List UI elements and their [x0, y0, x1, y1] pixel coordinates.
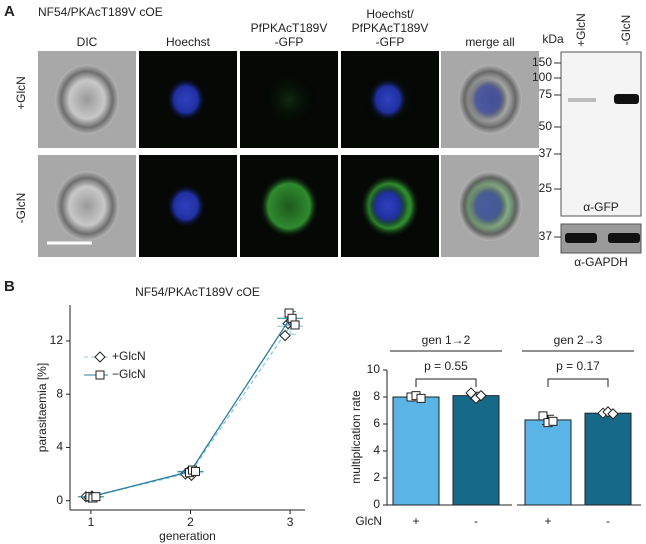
- lane-label: +GlcN: [574, 13, 588, 47]
- panel-label: A: [4, 3, 15, 20]
- micrograph: [441, 155, 539, 257]
- point: [91, 492, 101, 502]
- x-tick-label: +: [544, 514, 551, 528]
- micrographs: [38, 51, 539, 257]
- micrograph: [240, 51, 338, 148]
- column-header: DIC: [77, 35, 98, 49]
- legend-marker: [94, 351, 106, 363]
- marker-label: 37: [539, 229, 553, 243]
- point: [190, 466, 200, 476]
- band: [608, 233, 640, 243]
- x-tick-label: +: [412, 514, 419, 528]
- nucleus: [368, 77, 408, 122]
- point: [290, 320, 300, 330]
- micrograph: [441, 51, 539, 148]
- micrograph: [139, 51, 237, 148]
- marker-label: 75: [539, 87, 553, 101]
- cell: [55, 64, 119, 135]
- y-tick-label: 10: [367, 362, 381, 376]
- x-tick-label: -: [474, 514, 478, 528]
- column-header: -GFP: [275, 35, 304, 49]
- column-header: merge all: [465, 35, 514, 49]
- bracket: [415, 378, 477, 387]
- micrograph: [139, 155, 237, 257]
- column-header: PfPKAcT189V: [251, 21, 328, 35]
- lane-label: -GlcN: [619, 15, 633, 46]
- y-tick-label: 6: [373, 416, 380, 430]
- legend-label: +GlcN: [112, 349, 146, 363]
- legend-marker: [95, 370, 105, 380]
- chart-title: NF54/PKAcT189V cOE: [135, 285, 260, 299]
- point: [279, 329, 291, 342]
- marker-label: 25: [539, 181, 553, 195]
- y-tick-label: 0: [56, 493, 63, 507]
- blot-frame: [560, 51, 642, 217]
- x-tick-label: 1: [88, 515, 95, 529]
- micrograph: [341, 51, 439, 148]
- y-tick-label: 8: [56, 386, 63, 400]
- gfp: [259, 174, 319, 238]
- nucleus: [166, 77, 206, 122]
- blot-unit: kDa: [542, 32, 564, 46]
- marker-label: 150: [532, 55, 552, 69]
- band: [568, 98, 596, 102]
- group-label: gen 1→2: [422, 333, 471, 347]
- marker-label: 37: [539, 146, 553, 160]
- gfp: [259, 67, 319, 132]
- x-tick-label: -: [606, 514, 610, 528]
- y-tick-label: 4: [373, 443, 380, 457]
- y-tick-label: 12: [50, 333, 64, 347]
- y-axis-label: parasitaemia [%]: [35, 363, 49, 452]
- point: [607, 408, 619, 420]
- column-header: -GFP: [376, 35, 405, 49]
- point: [548, 416, 558, 426]
- x-axis-label: GlcN: [355, 514, 382, 528]
- nucleus: [468, 184, 508, 228]
- y-tick-label: 8: [373, 389, 380, 403]
- marker-label: 50: [539, 119, 553, 133]
- row-label: +GlcN: [14, 76, 28, 110]
- y-tick-label: 0: [373, 497, 380, 511]
- antibody-label: α-GFP: [583, 200, 619, 214]
- x-tick-label: 3: [287, 515, 294, 529]
- micrograph: [38, 155, 136, 257]
- bar: [584, 412, 632, 506]
- column-header: PfPKAcT189V: [352, 21, 429, 35]
- group-label: gen 2→3: [554, 333, 603, 347]
- p-value: p = 0.55: [424, 359, 468, 373]
- bracket: [547, 378, 609, 387]
- western-blot: [560, 51, 642, 254]
- panel-label: B: [4, 278, 15, 295]
- micrograph: [38, 51, 136, 148]
- band: [565, 233, 597, 243]
- micrograph: [240, 155, 338, 257]
- x-tick-label: 2: [187, 515, 194, 529]
- column-header: Hoechst: [166, 35, 211, 49]
- column-header: Hoechst/: [366, 7, 414, 21]
- y-axis-label: multiplication rate: [349, 390, 363, 484]
- point: [416, 393, 426, 403]
- micrograph: [341, 155, 439, 257]
- nucleus: [166, 184, 206, 228]
- panel-title: NF54/PKAcT189V cOE: [38, 5, 163, 19]
- legend-label: −GlcN: [112, 367, 146, 381]
- bar: [524, 419, 572, 506]
- point: [475, 389, 487, 402]
- band: [614, 94, 639, 104]
- nucleus: [468, 77, 508, 122]
- row-label: -GlcN: [14, 193, 28, 224]
- point: [538, 411, 548, 421]
- y-tick-label: 2: [373, 470, 380, 484]
- nucleus: [368, 184, 408, 228]
- marker-label: 100: [532, 70, 552, 84]
- series-line: [90, 325, 291, 498]
- bar: [452, 395, 500, 506]
- bar: [392, 396, 440, 506]
- y-tick-label: 4: [56, 440, 63, 454]
- p-value: p = 0.17: [556, 359, 600, 373]
- antibody-label: α-GAPDH: [574, 255, 628, 269]
- x-axis-label: generation: [159, 529, 216, 543]
- cell: [55, 171, 119, 241]
